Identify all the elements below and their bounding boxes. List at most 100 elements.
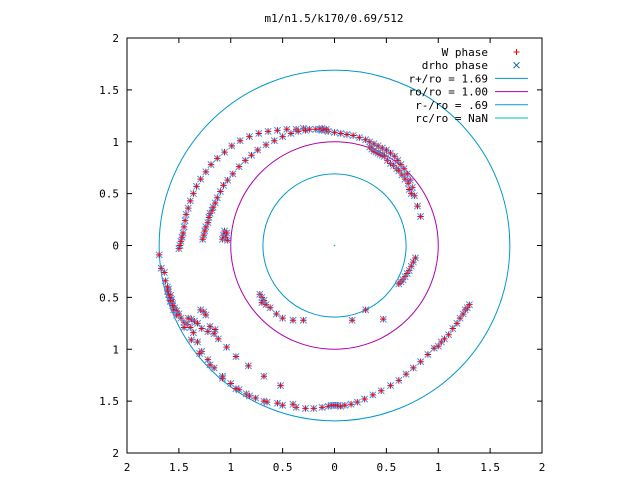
w-point xyxy=(245,362,252,370)
w-point xyxy=(177,314,185,322)
w-point xyxy=(260,373,268,380)
w-point xyxy=(162,277,169,284)
w-point xyxy=(221,148,228,156)
w-point xyxy=(361,395,368,403)
w-point xyxy=(215,335,222,343)
w-point xyxy=(176,242,184,249)
w-point xyxy=(348,317,356,324)
y-tick-label: 2 xyxy=(112,32,119,45)
phase-points xyxy=(155,124,473,412)
w-point xyxy=(279,402,286,409)
w-point xyxy=(200,231,207,239)
w-point xyxy=(227,380,234,387)
radius-circle xyxy=(262,173,407,318)
w-point xyxy=(210,364,218,372)
w-point xyxy=(271,137,278,144)
w-point xyxy=(161,269,168,276)
x-tick-label: 1.5 xyxy=(169,461,189,474)
w-point xyxy=(289,317,297,324)
w-point xyxy=(331,129,338,136)
w-point xyxy=(155,251,163,259)
legend-label: r+/ro = 1.69 xyxy=(409,72,488,85)
y-tick-label: 2 xyxy=(112,447,119,460)
w-point xyxy=(414,202,421,210)
w-point xyxy=(294,128,302,135)
w-point xyxy=(180,223,188,231)
w-point xyxy=(306,126,313,133)
w-point xyxy=(397,161,405,168)
w-point xyxy=(199,236,206,243)
chart-title: m1/n1.5/k170/0.69/512 xyxy=(264,12,403,25)
x-tick-label: 2 xyxy=(124,461,131,474)
y-tick-label: 1.5 xyxy=(99,395,119,408)
w-point xyxy=(395,377,403,384)
w-point xyxy=(343,131,351,138)
w-point xyxy=(274,400,281,407)
legend-label: r-/ro = .69 xyxy=(415,99,488,112)
w-point xyxy=(287,130,295,137)
w-point xyxy=(279,133,286,140)
w-point xyxy=(264,128,272,135)
w-point xyxy=(254,146,261,154)
w-point xyxy=(424,351,432,358)
w-point xyxy=(242,157,249,164)
w-point xyxy=(185,204,192,212)
w-point xyxy=(391,153,398,160)
legend-label: ro/ro = 1.00 xyxy=(409,86,488,99)
w-point xyxy=(178,234,186,241)
w-point xyxy=(190,329,197,336)
reference-circles xyxy=(158,69,511,422)
w-point xyxy=(404,180,412,187)
w-point xyxy=(205,214,213,221)
axis-ticks: 2 1.5 1 0.5 0 0.5 1 1.5 221.510.500.511.52 xyxy=(99,32,545,474)
x-tick-label: 2 xyxy=(539,461,546,474)
legend-plus-marker xyxy=(513,49,520,55)
w-point xyxy=(177,238,185,245)
w-point xyxy=(403,170,411,178)
w-point xyxy=(167,297,174,304)
w-point xyxy=(354,398,361,406)
y-tick-label: 1 xyxy=(112,136,119,149)
w-point xyxy=(219,375,226,382)
w-point xyxy=(201,227,209,235)
w-point xyxy=(224,176,231,184)
w-point xyxy=(410,364,417,372)
w-point xyxy=(206,361,214,369)
y-tick-label: 0.5 xyxy=(99,188,119,201)
w-point xyxy=(362,306,369,314)
w-point xyxy=(266,304,274,311)
w-point xyxy=(395,280,403,288)
w-point xyxy=(402,370,410,378)
legend-label: W phase xyxy=(442,46,488,59)
legend-label: rc/ro = NaN xyxy=(415,112,488,125)
w-point xyxy=(300,317,307,324)
w-point xyxy=(277,382,284,389)
w-point xyxy=(188,336,195,344)
w-point xyxy=(417,213,424,220)
w-point xyxy=(202,168,210,176)
w-point xyxy=(190,190,197,197)
w-point xyxy=(235,163,243,170)
y-tick-label: 1.5 xyxy=(99,84,119,97)
w-point xyxy=(377,387,385,394)
w-point xyxy=(289,401,297,408)
w-point xyxy=(194,320,201,327)
x-tick-label: 0.5 xyxy=(376,461,396,474)
w-point xyxy=(211,199,219,207)
w-point xyxy=(394,157,401,164)
w-point xyxy=(204,356,212,363)
y-tick-label: 1 xyxy=(112,343,119,356)
w-point xyxy=(181,217,189,224)
origin-dot xyxy=(333,244,336,247)
w-point xyxy=(401,175,409,183)
w-point xyxy=(193,183,200,190)
w-point xyxy=(466,301,473,308)
w-point xyxy=(194,338,201,346)
w-point xyxy=(381,153,388,160)
w-point xyxy=(273,310,280,318)
w-point xyxy=(398,171,406,179)
w-point xyxy=(380,315,387,323)
w-point xyxy=(449,325,456,332)
w-point xyxy=(302,405,309,412)
